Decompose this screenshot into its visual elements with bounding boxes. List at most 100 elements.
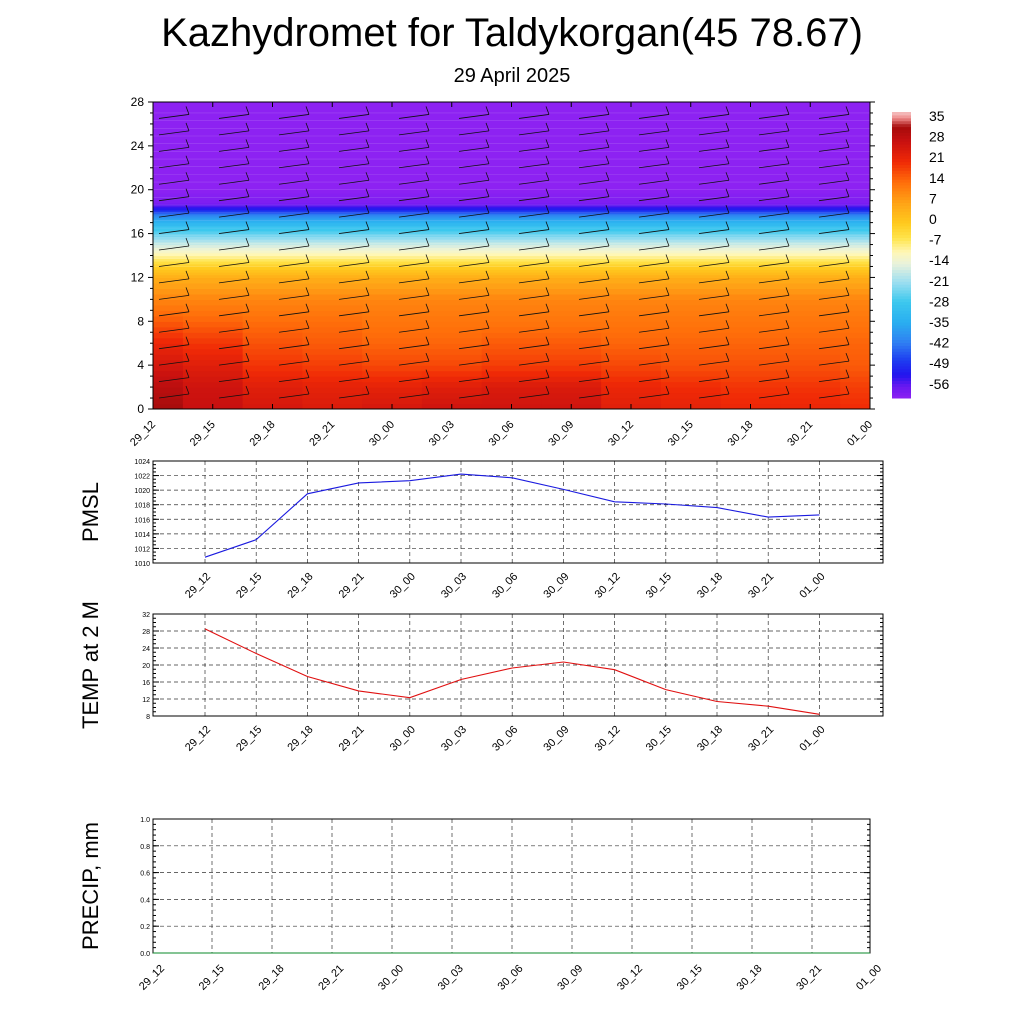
x-tick-label: 30_00 — [388, 724, 418, 754]
wind-barb — [578, 327, 610, 333]
heatmap-cell — [421, 212, 483, 215]
wind-barb — [818, 344, 850, 350]
heatmap-cell — [302, 269, 363, 273]
heatmap-cell — [421, 310, 483, 317]
x-tick-label: 30_15 — [644, 571, 674, 601]
heatmap-cell — [362, 193, 423, 197]
heatmap-cell — [840, 207, 870, 211]
heatmap-cell — [660, 239, 722, 243]
wind-barb — [845, 204, 850, 214]
wind-barb — [425, 320, 430, 329]
wind-barb — [758, 393, 790, 399]
heatmap-cell — [840, 204, 870, 207]
heatmap-cell — [182, 271, 244, 276]
wind-barb — [698, 294, 730, 300]
wind-barb — [338, 212, 370, 218]
wind-barb — [758, 146, 790, 152]
wind-barb — [785, 336, 790, 345]
heatmap-cell — [660, 299, 722, 306]
wind-barb — [398, 212, 430, 218]
heatmap-cell — [153, 299, 184, 306]
wind-barb — [458, 327, 490, 333]
wind-barb — [665, 204, 670, 214]
heatmap-cell — [840, 220, 870, 224]
heatmap-cell — [720, 241, 781, 246]
wind-barb — [758, 344, 790, 350]
heatmap-cell — [601, 210, 662, 213]
wind-barb — [518, 311, 550, 317]
heatmap-cell — [660, 260, 722, 265]
wind-barb — [218, 196, 250, 202]
wind-barb — [605, 172, 610, 181]
heatmap-cell — [153, 403, 184, 409]
colorbar-swatch — [892, 135, 911, 139]
heatmap-cell — [242, 252, 303, 257]
heatmap-cell — [362, 244, 423, 248]
heatmap-cell — [780, 189, 841, 194]
heatmap-cell — [720, 218, 781, 222]
heatmap-cell — [242, 214, 303, 218]
heatmap-cell — [660, 244, 722, 248]
heatmap-cell — [720, 225, 781, 229]
wind-barb — [425, 303, 430, 312]
heatmap-cell — [421, 354, 483, 361]
heatmap-cell — [362, 236, 423, 240]
colorbar-label: -21 — [929, 273, 949, 289]
wind-barb — [698, 245, 730, 251]
heatmap-cell — [720, 343, 781, 350]
colorbar-swatch — [892, 225, 911, 230]
wind-barb — [398, 146, 430, 152]
heatmap-cell — [601, 206, 662, 209]
heatmap-cell — [601, 252, 662, 257]
heatmap-cell — [302, 193, 363, 197]
colorbar-label: 35 — [929, 108, 945, 124]
heatmap-cell — [660, 236, 722, 240]
heatmap-cell — [541, 359, 602, 366]
wind-barb — [605, 320, 610, 329]
heatmap-cell — [780, 398, 841, 405]
heatmap-cell — [481, 222, 542, 226]
wind-barb — [305, 287, 310, 296]
wind-barb — [845, 122, 850, 132]
heatmap-cell — [780, 337, 841, 344]
wind-barb — [578, 196, 610, 202]
colorbar-swatch — [892, 187, 911, 192]
heatmap-cell — [780, 299, 841, 306]
heatmap-cell — [481, 209, 542, 212]
heatmap-cell — [541, 337, 602, 344]
wind-barb — [218, 262, 250, 267]
heatmap-cell — [840, 293, 870, 300]
wind-barb — [818, 212, 850, 218]
heatmap-cell — [601, 326, 662, 333]
heatmap-cell — [421, 225, 483, 229]
wind-barb — [485, 221, 490, 230]
colorbar-swatch — [892, 179, 911, 183]
heatmap-cell — [840, 233, 870, 237]
heatmap-cell — [660, 204, 722, 207]
heatmap-cell — [421, 210, 483, 213]
wind-barb — [218, 278, 250, 284]
wind-barb — [158, 360, 190, 366]
colorbar-swatch — [892, 348, 911, 352]
heatmap-cell — [302, 359, 363, 366]
heatmap-cell — [780, 310, 841, 317]
heatmap-cell — [362, 288, 423, 295]
heatmap-cell — [302, 326, 363, 333]
heatmap-cell — [242, 196, 303, 201]
heatmap-cell — [182, 189, 244, 194]
heatmap-cell — [242, 376, 303, 383]
wind-barb — [845, 353, 850, 362]
heatmap-cell — [421, 236, 483, 240]
wind-barb — [338, 163, 370, 169]
heatmap-cell — [660, 228, 722, 232]
wind-barb — [578, 360, 610, 366]
heatmap-cell — [481, 263, 542, 268]
wind-barb — [158, 245, 190, 251]
heatmap-cell — [242, 145, 303, 169]
heatmap-cell — [840, 209, 870, 212]
heatmap-cell — [421, 348, 483, 355]
heatmap-cell — [182, 209, 244, 212]
wind-barb — [758, 130, 790, 136]
heatmap-cell — [840, 222, 870, 226]
heatmap-cell — [780, 236, 841, 240]
